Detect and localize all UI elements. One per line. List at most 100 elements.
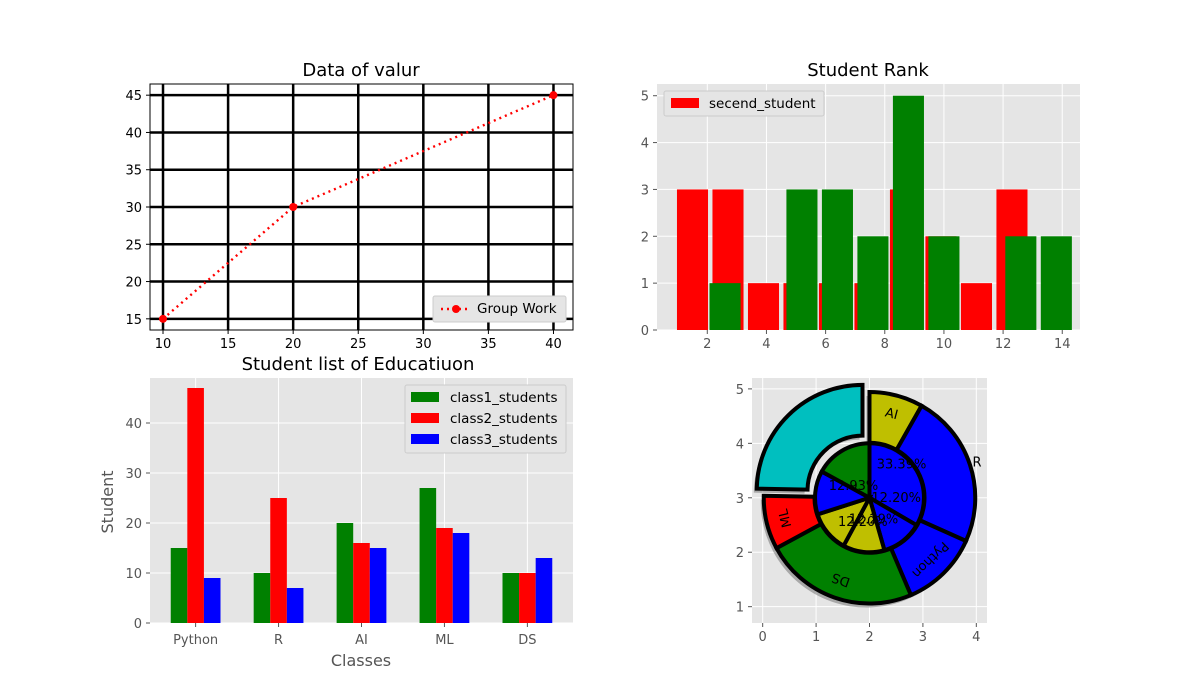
y-tick-label: 20 xyxy=(125,517,142,532)
bar-class1-students xyxy=(253,573,271,623)
bar-secend-student xyxy=(747,283,780,330)
education-chart-legend: class1_students class2_students class3_s… xyxy=(404,384,567,454)
inner-pie-label: 12.20% xyxy=(838,515,888,530)
bar-class2-students xyxy=(353,543,370,623)
bar-green-series xyxy=(892,95,924,330)
x-tick-label: Python xyxy=(173,633,218,648)
x-tick-label: R xyxy=(274,633,283,648)
education-x-axis-label: Classes xyxy=(331,651,391,670)
line-chart-group-work: 10 15 20 25 30 35 40 15 20 25 30 35 40 45 Data of val… xyxy=(125,60,574,352)
education-chart-title: Student list of Educatiuon xyxy=(242,354,475,375)
rank-chart-title: Student Rank xyxy=(807,60,929,81)
bar-class3-students xyxy=(452,533,470,623)
bar-class2-students xyxy=(519,573,536,623)
y-tick-label: 3 xyxy=(736,492,744,507)
bar-class2-students xyxy=(187,388,204,623)
bar-class1-students xyxy=(502,573,520,623)
legend-entry-class3: class3_students xyxy=(450,432,558,448)
line-chart-legend: Group Work xyxy=(432,295,567,323)
y-tick-label: 1 xyxy=(641,277,649,292)
y-tick-label: 40 xyxy=(125,417,142,432)
x-tick-label: 30 xyxy=(415,337,432,352)
x-tick-label: DS xyxy=(518,633,536,648)
bar-green-series xyxy=(786,189,818,330)
inner-pie-label: 12.29% xyxy=(849,512,899,527)
y-tick-label: 1 xyxy=(736,601,744,616)
x-tick-label: 1 xyxy=(812,630,820,645)
y-tick-label: 4 xyxy=(641,137,649,152)
y-tick-label: 0 xyxy=(134,617,142,632)
education-y-axis-label: Student xyxy=(98,471,117,534)
data-point xyxy=(159,314,168,323)
x-tick-label: 40 xyxy=(545,337,562,352)
bar-class1-students xyxy=(336,523,354,623)
bar-class2-students xyxy=(436,528,453,623)
x-tick-label: 25 xyxy=(350,337,367,352)
y-tick-label: 4 xyxy=(736,437,744,452)
y-tick-label: 15 xyxy=(125,313,142,328)
y-tick-label: 25 xyxy=(125,238,142,253)
bar-green-series xyxy=(709,283,741,330)
x-tick-label: 0 xyxy=(759,630,767,645)
y-tick-label: 40 xyxy=(125,126,142,141)
x-tick-label: ML xyxy=(435,633,454,648)
outer-ring-wedge xyxy=(754,382,865,492)
bar-class2-students xyxy=(270,498,287,623)
data-point xyxy=(549,91,558,100)
x-tick-label: 15 xyxy=(220,337,237,352)
outer-ring-label: R xyxy=(972,455,981,470)
x-tick-label: 2 xyxy=(865,630,873,645)
inner-pie-label: 33.39% xyxy=(877,457,927,472)
bar-secend-student xyxy=(960,283,992,330)
y-tick-label: 45 xyxy=(125,89,142,104)
y-tick-label: 5 xyxy=(641,90,649,105)
bar-green-series xyxy=(857,236,889,330)
y-tick-label: 10 xyxy=(125,567,142,582)
bar-green-series xyxy=(1005,236,1037,330)
x-tick-label: 4 xyxy=(762,337,770,352)
x-tick-label: 10 xyxy=(155,337,172,352)
inner-pie-label: 12.93% xyxy=(829,479,879,494)
grouped-bar-chart-education: 0 10 20 30 40 Python R AI ML DS Student list of E… xyxy=(98,354,573,670)
x-tick-label: AI xyxy=(355,633,368,648)
y-tick-label: 20 xyxy=(125,276,142,291)
bar-class1-students xyxy=(170,548,188,623)
bar-class3-students xyxy=(535,558,553,623)
x-tick-label: 20 xyxy=(285,337,302,352)
x-tick-label: 35 xyxy=(480,337,497,352)
legend-entry-secend-student: secend_student xyxy=(709,96,816,112)
bar-green-series xyxy=(1040,236,1072,330)
x-tick-label: 3 xyxy=(919,630,927,645)
bar-secend-student xyxy=(676,189,709,330)
x-tick-label: 6 xyxy=(821,337,829,352)
line-chart-title: Data of valur xyxy=(302,60,420,81)
data-point xyxy=(289,203,298,211)
bar-class3-students xyxy=(203,578,221,623)
x-tick-label: 8 xyxy=(881,337,889,352)
inner-pie-label: 12.20% xyxy=(871,491,921,506)
x-tick-label: 2 xyxy=(703,337,711,352)
y-tick-label: 2 xyxy=(641,230,649,245)
y-tick-label: 2 xyxy=(736,546,744,561)
bar-class3-students xyxy=(369,548,387,623)
outer-ring-label: ML xyxy=(776,507,795,529)
y-tick-label: 0 xyxy=(641,324,649,339)
x-tick-label: 14 xyxy=(1054,337,1071,352)
legend-entry-group-work: Group Work xyxy=(477,301,557,317)
series-line-group-work xyxy=(162,94,554,320)
y-tick-label: 5 xyxy=(736,383,744,398)
x-tick-label: 12 xyxy=(995,337,1012,352)
y-tick-label: 30 xyxy=(125,467,142,482)
y-tick-label: 35 xyxy=(125,164,142,179)
legend-entry-class1: class1_students xyxy=(450,390,558,406)
x-tick-label: 4 xyxy=(972,630,980,645)
outer-ring-label: DS xyxy=(830,569,852,589)
outer-ring-label: AI xyxy=(883,406,899,424)
bar-green-series xyxy=(821,189,853,330)
inner-pie-wedge xyxy=(819,441,872,502)
bar-green-series xyxy=(928,236,960,330)
y-tick-label: 30 xyxy=(125,201,142,216)
